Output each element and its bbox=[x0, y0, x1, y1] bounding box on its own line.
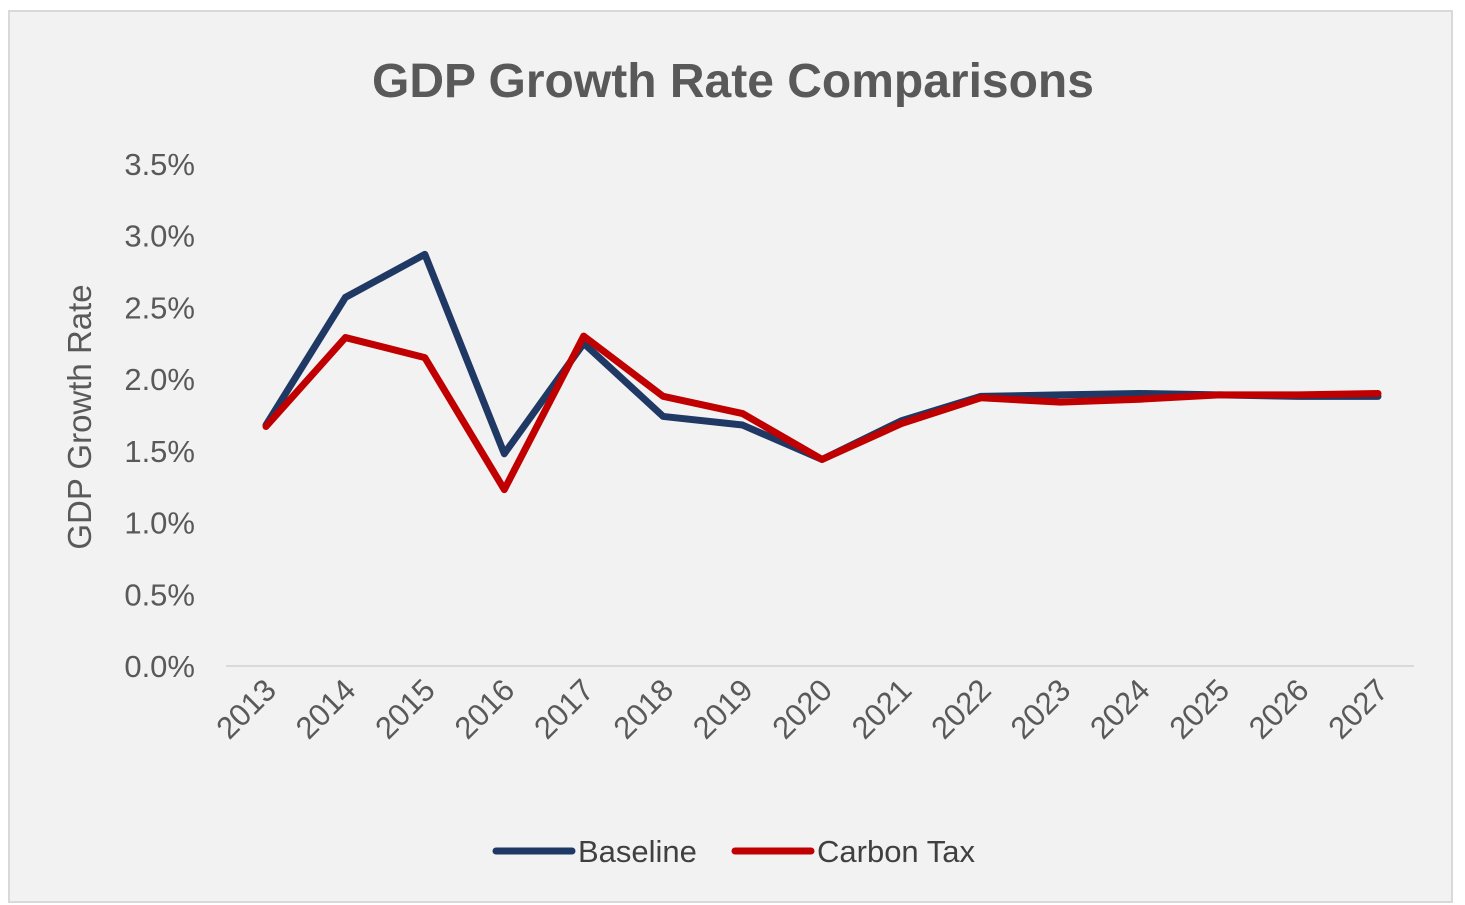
x-tick-label: 2025 bbox=[1163, 672, 1237, 746]
y-tick-label: 2.0% bbox=[124, 362, 195, 397]
y-tick-label: 1.5% bbox=[124, 434, 195, 469]
y-tick-labels: 0.0% 0.5% 1.0% 1.5% 2.0% 2.5% 3.0% 3.5% bbox=[124, 147, 195, 684]
y-tick-label: 2.5% bbox=[124, 290, 195, 325]
y-tick-label: 0.5% bbox=[124, 577, 195, 612]
chart-title: GDP Growth Rate Comparisons bbox=[372, 55, 1094, 108]
x-tick-label: 2024 bbox=[1083, 672, 1157, 746]
y-tick-label: 3.0% bbox=[124, 219, 195, 254]
x-tick-label: 2026 bbox=[1242, 672, 1316, 746]
x-tick-label: 2019 bbox=[686, 672, 760, 746]
x-tick-label: 2027 bbox=[1321, 672, 1395, 746]
legend-label: Carbon Tax bbox=[817, 834, 975, 869]
y-tick-label: 3.5% bbox=[124, 147, 195, 182]
x-tick-label: 2022 bbox=[924, 672, 998, 746]
x-tick-label: 2016 bbox=[448, 672, 522, 746]
y-tick-label: 1.0% bbox=[124, 506, 195, 541]
series-lines bbox=[262, 250, 1382, 494]
x-tick-label: 2013 bbox=[209, 672, 283, 746]
x-tick-label: 2023 bbox=[1004, 672, 1078, 746]
legend-label: Baseline bbox=[578, 834, 697, 869]
series-line-baseline bbox=[262, 250, 1382, 463]
x-tick-label: 2017 bbox=[527, 672, 601, 746]
chart-frame bbox=[8, 10, 1453, 903]
legend: Baseline Carbon Tax bbox=[492, 834, 975, 869]
x-tick-label: 2014 bbox=[289, 672, 363, 746]
y-tick-label: 0.0% bbox=[124, 649, 195, 684]
series-line-carbon-tax bbox=[262, 332, 1382, 494]
x-tick-label: 2020 bbox=[765, 672, 839, 746]
x-tick-label: 2021 bbox=[845, 672, 919, 746]
x-tick-label: 2018 bbox=[607, 672, 681, 746]
x-tick-label: 2015 bbox=[368, 672, 442, 746]
x-tick-labels: 2013 2014 2015 2016 2017 2018 2019 2020 2021 2022… bbox=[209, 672, 1395, 746]
y-axis-label: GDP Growth Rate bbox=[61, 284, 98, 549]
